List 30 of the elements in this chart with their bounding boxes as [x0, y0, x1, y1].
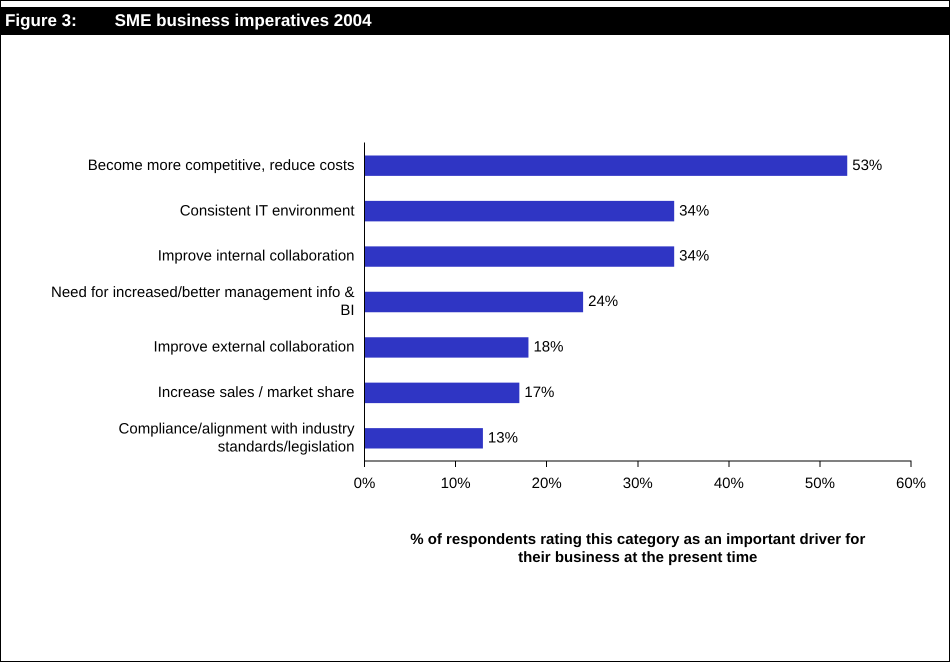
- data-label: 18%: [533, 338, 564, 356]
- x-tick-label: 30%: [622, 475, 653, 492]
- bar: [365, 382, 520, 404]
- y-tick-label: Compliance/alignment with industry standards/legislation: [118, 420, 355, 456]
- data-label: 24%: [588, 293, 618, 310]
- data-label: 34%: [679, 248, 710, 265]
- x-tick-label: 50%: [804, 475, 835, 492]
- y-tick-label: Become more competitive, reduce costs: [88, 156, 355, 174]
- y-tick-label: Consistent IT environment: [180, 202, 356, 220]
- data-label: 53%: [852, 156, 882, 174]
- data-label: 34%: [679, 202, 710, 220]
- y-tick-label: Improve internal collaboration: [158, 248, 355, 265]
- bar: [365, 246, 674, 267]
- y-tick-label: Improve external collaboration: [154, 338, 355, 356]
- x-axis-title: % of respondents rating this category as an important driver for their business at the present time: [410, 531, 866, 566]
- x-tick-label: 0%: [354, 475, 376, 492]
- x-tick-label: 40%: [714, 475, 744, 492]
- bar: [365, 428, 483, 449]
- bar: [365, 292, 584, 312]
- x-tick-label: 60%: [896, 475, 926, 492]
- bar: [365, 155, 848, 176]
- x-tick-label: 10%: [440, 475, 471, 492]
- x-tick-label: 20%: [532, 475, 562, 492]
- bar: [365, 337, 528, 358]
- bar: [365, 200, 674, 222]
- data-label: 13%: [488, 429, 518, 446]
- data-label: 17%: [524, 384, 554, 401]
- y-tick-label: Need for increased/better management info & BI: [50, 284, 355, 320]
- text: Figure 3: SME business imperatives 2004: [1, 7, 949, 35]
- y-tick-label: Increase sales / market share: [158, 384, 355, 401]
